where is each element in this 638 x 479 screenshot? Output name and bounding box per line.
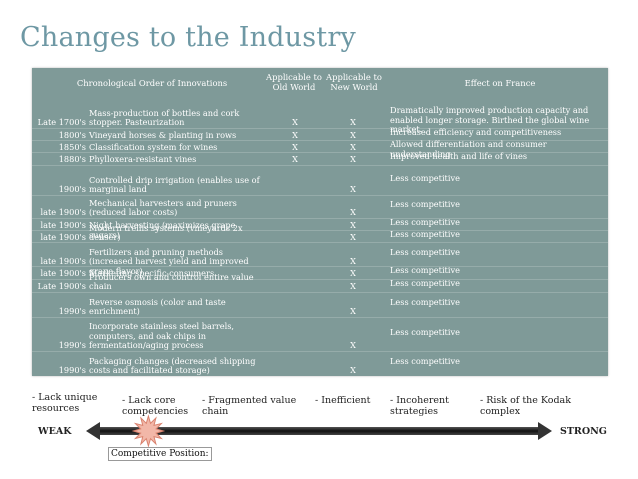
row-new-world-mark: X <box>350 130 356 140</box>
row-era: 1990's <box>58 306 86 316</box>
header-new-world-text: Applicable to New World <box>326 72 382 92</box>
row-divider <box>32 266 608 267</box>
row-effect: Less competitive <box>390 247 460 258</box>
row-era: 1900's <box>58 184 86 194</box>
row-effect: Improved health and life of vines <box>390 151 528 162</box>
weakness-item: - Lack unique resources <box>32 392 98 414</box>
row-effect: Less competitive <box>390 217 460 228</box>
page-title: Changes to the Industry <box>20 22 356 53</box>
row-divider <box>32 351 608 352</box>
row-divider <box>32 128 608 129</box>
row-innovation: Marketing specific consumers <box>89 268 215 279</box>
row-effect: Allowed differentiation and consumer und… <box>390 139 547 159</box>
row-new-world-mark: X <box>350 365 356 375</box>
row-new-world-mark: X <box>350 281 356 291</box>
row-innovation: Producers own and control entire value c… <box>89 271 254 292</box>
row-effect: Dramatically improved production capacit… <box>390 105 590 135</box>
row-divider <box>32 279 608 280</box>
row-effect: Less competitive <box>390 297 460 308</box>
header-old-world: Applicable to Old World <box>260 72 328 92</box>
row-divider <box>32 242 608 243</box>
row-era: late 1900's <box>40 256 86 266</box>
row-innovation: Night harvesting (maximizes grape sugars… <box>89 220 236 240</box>
row-divider <box>32 230 608 231</box>
weakness-item: - Fragmented value chain <box>202 395 297 417</box>
row-new-world-mark: X <box>350 220 356 230</box>
row-era: 1880's <box>58 154 86 164</box>
row-innovation: Vineyard horses & planting in rows <box>89 130 237 141</box>
row-new-world-mark: X <box>350 184 356 194</box>
row-era: late 1900's <box>40 207 86 217</box>
row-new-world-mark: X <box>350 256 356 266</box>
row-new-world-mark: X <box>350 142 356 152</box>
row-era: 1990's <box>58 340 86 350</box>
row-innovation: Reverse osmosis (color and taste enrichm… <box>89 296 226 317</box>
row-effect: Less competitive <box>390 229 460 240</box>
row-effect: Less competitive <box>390 265 460 276</box>
row-divider <box>32 165 608 166</box>
row-divider <box>32 140 608 141</box>
row-era: 1800's <box>58 130 86 140</box>
innovations-table: Chronological Order of Innovations Appli… <box>32 68 608 376</box>
row-era: late 1900's <box>40 268 86 278</box>
header-old-world-text: Applicable to Old World <box>266 72 322 92</box>
weakness-item: - Lack core competencies <box>122 395 189 417</box>
row-old-world-mark: X <box>292 142 298 152</box>
row-innovation: Incorporate stainless steel barrels, com… <box>89 321 234 351</box>
row-old-world-mark: X <box>292 117 298 127</box>
row-new-world-mark: X <box>350 117 356 127</box>
position-marker <box>131 414 166 448</box>
row-innovation: Fertilizers and pruning methods (increas… <box>89 246 249 276</box>
weakness-item: - Risk of the Kodak complex <box>480 395 571 417</box>
strong-label: STRONG <box>560 426 607 437</box>
row-era: Late 1900's <box>37 281 86 291</box>
row-new-world-mark: X <box>350 207 356 217</box>
weak-label: WEAK <box>38 426 72 437</box>
row-divider <box>32 152 608 153</box>
row-new-world-mark: X <box>350 306 356 316</box>
row-new-world-mark: X <box>350 340 356 350</box>
row-innovation: Mass-production of bottles and cork stop… <box>89 107 240 128</box>
row-innovation: Mechanical harvesters and pruners (reduc… <box>89 197 237 218</box>
position-burst <box>131 414 166 448</box>
row-new-world-mark: X <box>350 268 356 278</box>
row-old-world-mark: X <box>292 154 298 164</box>
row-new-world-mark: X <box>350 232 356 242</box>
row-divider <box>32 292 608 293</box>
row-effect: Less competitive <box>390 356 460 367</box>
header-innovations: Chronological Order of Innovations <box>76 78 228 88</box>
axis-left-arrow <box>86 422 100 440</box>
row-era: 1990's <box>58 365 86 375</box>
row-innovation: Phylloxera-resistant vines <box>89 154 197 165</box>
row-divider <box>32 195 608 196</box>
axis-right-arrow <box>538 422 552 440</box>
row-effect: Less competitive <box>390 326 460 337</box>
row-era: 1850's <box>58 142 86 152</box>
row-era: late 1900's <box>40 232 86 242</box>
row-era: late 1900's <box>40 220 86 230</box>
row-old-world-mark: X <box>292 130 298 140</box>
axis-bar <box>98 427 540 435</box>
row-effect: Less competitive <box>390 172 460 183</box>
weakness-item: - Inefficient <box>315 395 371 406</box>
row-new-world-mark: X <box>350 154 356 164</box>
header-effect: Effect on France <box>464 78 536 88</box>
row-innovation: Controlled drip irrigation (enables use … <box>89 174 260 195</box>
row-effect: Increased efficiency and competitiveness <box>390 127 562 138</box>
row-era: Late 1700's <box>37 117 86 127</box>
row-effect: Less competitive <box>390 199 460 210</box>
row-innovation: Packaging changes (decreased shipping co… <box>89 355 256 376</box>
header-new-world: Applicable to New World <box>320 72 388 92</box>
weakness-item: - Incoherent strategies <box>390 395 449 417</box>
row-innovation: Modern trellis systems (vineyards 2x den… <box>89 222 243 243</box>
row-innovation: Classification system for wines <box>89 142 218 153</box>
row-effect: Less competitive <box>390 278 460 289</box>
row-divider <box>32 317 608 318</box>
competitive-position-label: Competitive Position: <box>108 447 212 461</box>
row-divider <box>32 218 608 219</box>
